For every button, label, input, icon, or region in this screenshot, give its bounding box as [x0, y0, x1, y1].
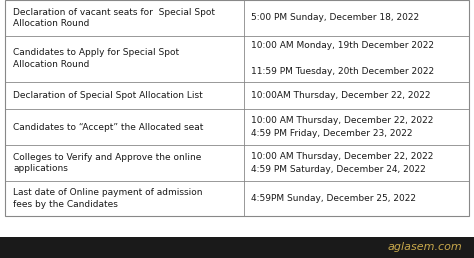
Text: 10:00 AM Thursday, December 22, 2022
4:59 PM Saturday, December 24, 2022: 10:00 AM Thursday, December 22, 2022 4:5… [251, 152, 433, 174]
Text: 10:00 AM Monday, 19th December 2022

11:59 PM Tuesday, 20th December 2022: 10:00 AM Monday, 19th December 2022 11:5… [251, 41, 434, 76]
Text: 5:00 PM Sunday, December 18, 2022: 5:00 PM Sunday, December 18, 2022 [251, 13, 419, 22]
Text: 4:59PM Sunday, December 25, 2022: 4:59PM Sunday, December 25, 2022 [251, 194, 416, 203]
Text: Declaration of Special Spot Allocation List: Declaration of Special Spot Allocation L… [13, 91, 203, 100]
Text: 10:00AM Thursday, December 22, 2022: 10:00AM Thursday, December 22, 2022 [251, 91, 430, 100]
Bar [5, 0, 469, 216]
Text: Last date of Online payment of admission
fees by the Candidates: Last date of Online payment of admission… [13, 188, 203, 209]
Text: 10:00 AM Thursday, December 22, 2022
4:59 PM Friday, December 23, 2022: 10:00 AM Thursday, December 22, 2022 4:5… [251, 116, 433, 138]
Text: Colleges to Verify and Approve the online
applications: Colleges to Verify and Approve the onlin… [13, 152, 201, 173]
Text: Candidates to Apply for Special Spot
Allocation Round: Candidates to Apply for Special Spot All… [13, 48, 179, 69]
Text: Candidates to “Accept” the Allocated seat: Candidates to “Accept” the Allocated sea… [13, 123, 204, 132]
Text: Declaration of vacant seats for  Special Spot
Allocation Round: Declaration of vacant seats for Special … [13, 7, 215, 28]
Bar [0, 237, 474, 258]
Text: aglasem.com: aglasem.com [387, 243, 462, 252]
